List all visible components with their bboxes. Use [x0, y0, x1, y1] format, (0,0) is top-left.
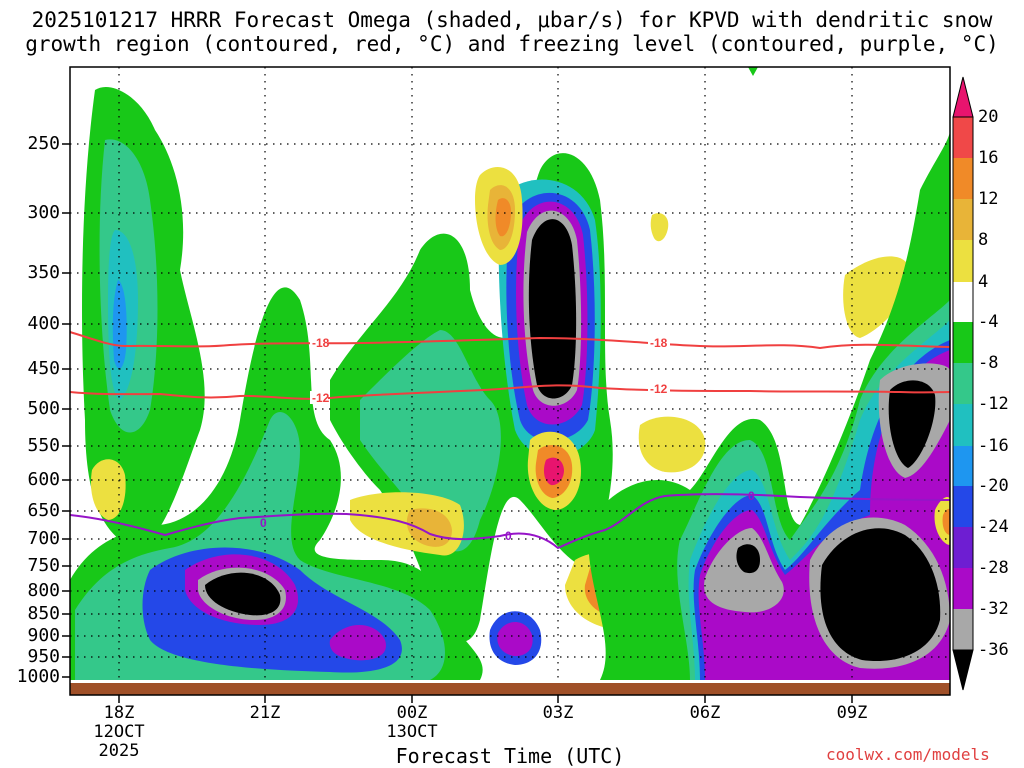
omega-region-pos-470-yellow [638, 416, 706, 473]
colorbar-swatch-neg12 [953, 404, 973, 446]
colorbar-label-neg20: -20 [978, 476, 1009, 496]
colorbar-label-8: 8 [978, 230, 989, 250]
omega-region-right-black-lower [820, 528, 941, 662]
dgz-contour-minus12 [69, 384, 951, 400]
omega-region-center-lowlevel-purple [497, 621, 533, 657]
omega-region-right-black-mid [888, 380, 936, 468]
y-tick-label-900: 900 [27, 625, 60, 646]
contour-label-minus18-a: -18 [312, 336, 330, 350]
colorbar-label-12: 12 [978, 189, 999, 209]
colorbar-label-16: 16 [978, 148, 999, 168]
y-tick-label-950: 950 [27, 646, 60, 667]
contour-label-minus12-a: -12 [312, 391, 330, 405]
omega-region-right-pos-yellow [934, 497, 950, 545]
colorbar-swatch-neg4 [953, 322, 973, 363]
omega-region-pos-360-yellow [843, 256, 911, 338]
colorbar-swatch-neg16 [953, 446, 973, 486]
colorbar-swatch-pos20 [953, 117, 973, 158]
x-axis-title: Forecast Time (UTC) [395, 744, 625, 768]
colorbar-swatch-pos12 [953, 199, 973, 240]
omega-region-lowlevel-purple2 [329, 625, 386, 661]
x-tick-label-18z: 18Z 12OCT 2025 [93, 703, 145, 761]
colorbar-swatch-neg8 [953, 363, 973, 404]
y-tick-label-400: 400 [27, 313, 60, 334]
contour-label-minus18-b: -18 [650, 336, 668, 350]
y-tick-label-600: 600 [27, 469, 60, 490]
contour-label-zero-c: 0 [748, 489, 755, 503]
chart-title-line-2: growth region (contoured, red, °C) and f… [25, 32, 999, 56]
omega-region-pos-580-magenta [543, 457, 564, 486]
omega-region-right-pos-orange [942, 508, 950, 535]
colorbar-label-20: 20 [978, 107, 999, 127]
plot-frame [69, 66, 951, 696]
freezing-level-contour [69, 493, 951, 550]
colorbar [952, 76, 974, 691]
omega-region-pos-620-yellow [90, 459, 126, 520]
colorbar-bottom-arrow [952, 649, 974, 691]
x-tick-label-06z: 06Z [689, 703, 721, 723]
y-tick-label-350: 350 [27, 262, 60, 283]
ground-bar [70, 683, 950, 695]
x-tick-label-21z: 21Z [249, 703, 281, 723]
colorbar-label-neg4: -4 [978, 312, 999, 332]
colorbar-swatch-neutral [953, 282, 973, 322]
contour-label-zero-b: 0 [505, 529, 512, 543]
y-tick-label-650: 650 [27, 500, 60, 521]
colorbar-swatch-neg28 [953, 568, 973, 609]
omega-region-lowlevel-black [205, 572, 281, 616]
omega-region-center-teal [360, 330, 501, 552]
colorbar-label-neg8: -8 [978, 353, 999, 373]
contour-label-zero-a: 0 [260, 516, 267, 530]
omega-region-upward-core-black [528, 219, 577, 399]
y-tick-label-450: 450 [27, 358, 60, 379]
colorbar-label-neg28: -28 [978, 558, 1009, 578]
y-tick-label-1000: 1000 [16, 666, 60, 687]
y-tick-label-750: 750 [27, 555, 60, 576]
chart-title-line-1: 2025101217 HRRR Forecast Omega (shaded, … [31, 8, 993, 32]
omega-region-top-green [748, 67, 758, 76]
colorbar-label-neg36: -36 [978, 640, 1009, 660]
y-tick-label-300: 300 [27, 202, 60, 223]
colorbar-label-neg12: -12 [978, 394, 1009, 414]
colorbar-swatch-pos16 [953, 158, 973, 199]
colorbar-label-4: 4 [978, 272, 989, 292]
y-tick-label-550: 550 [27, 435, 60, 456]
y-tick-label-500: 500 [27, 398, 60, 419]
axis-ticks [62, 143, 853, 703]
omega-shading [70, 67, 950, 680]
dgz-contour-minus18 [69, 331, 951, 350]
y-tick-label-850: 850 [27, 603, 60, 624]
colorbar-swatch-neg24 [953, 527, 973, 568]
x-tick-label-00z: 00Z 13OCT [386, 703, 438, 742]
colorbar-top-arrow [952, 76, 974, 118]
colorbar-swatch-pos8 [953, 240, 973, 282]
y-tick-label-250: 250 [27, 133, 60, 154]
y-tick-label-800: 800 [27, 580, 60, 601]
omega-region-pos-320-yellow [650, 213, 669, 242]
credit-link[interactable]: coolwx.com/models [826, 745, 990, 764]
x-tick-label-09z: 09Z [836, 703, 868, 723]
colorbar-swatch-neg32 [953, 609, 973, 650]
y-tick-label-700: 700 [27, 528, 60, 549]
colorbar-swatch-neg20 [953, 486, 973, 527]
colorbar-label-neg32: -32 [978, 599, 1009, 619]
x-tick-label-03z: 03Z [542, 703, 574, 723]
colorbar-label-neg24: -24 [978, 517, 1009, 537]
colorbar-label-neg16: -16 [978, 436, 1009, 456]
omega-region-pos-300-orange [495, 198, 512, 237]
contour-label-minus12-b: -12 [650, 382, 668, 396]
